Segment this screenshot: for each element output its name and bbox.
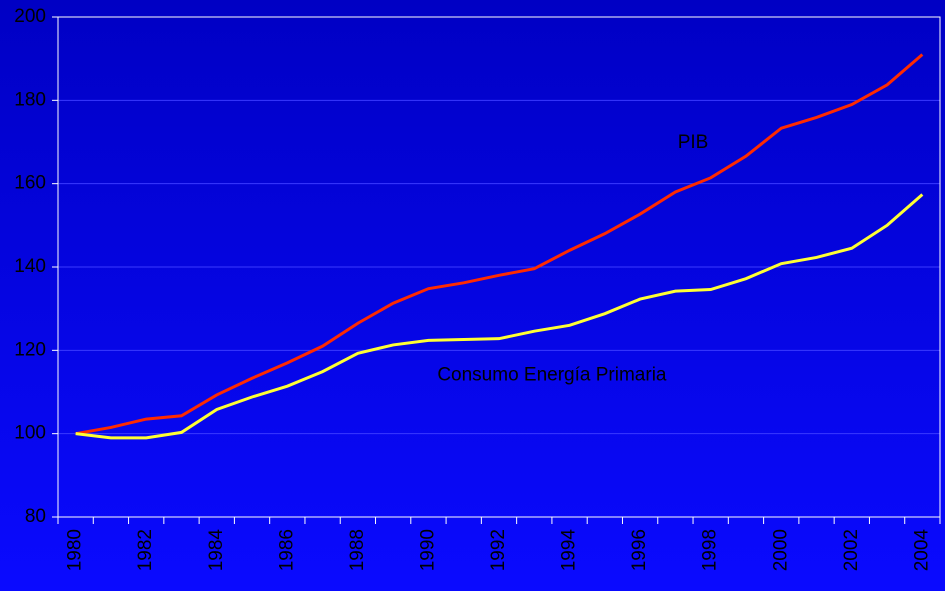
x-tick-label: 2002 xyxy=(841,529,862,571)
plot-frame xyxy=(57,16,941,518)
x-tick-label: 1992 xyxy=(488,529,509,571)
x-tick-label: 1998 xyxy=(700,529,721,571)
x-tick-label: 2000 xyxy=(770,529,791,571)
x-tick-label: 1984 xyxy=(206,529,227,572)
y-tick-label: 100 xyxy=(14,423,46,444)
y-tick-label: 200 xyxy=(14,6,46,27)
x-tick-label: 1982 xyxy=(135,529,156,571)
series-label: Consumo Energía Primaria xyxy=(437,364,667,385)
series-label: PIB xyxy=(678,132,709,153)
y-tick-label: 140 xyxy=(14,256,46,277)
x-tick-label: 1986 xyxy=(276,529,297,571)
line xyxy=(75,193,924,440)
x-tick-label: 1996 xyxy=(629,529,650,571)
y-tick-label: 180 xyxy=(14,89,46,110)
x-tick-label: 1990 xyxy=(417,529,438,571)
x-tick-label: 1988 xyxy=(347,529,368,571)
y-tick-label: 120 xyxy=(14,339,46,360)
x-tick-label: 2004 xyxy=(911,529,932,572)
x-tick-label: 1980 xyxy=(65,529,86,571)
line xyxy=(75,53,924,436)
y-tick-label: 160 xyxy=(14,173,46,194)
x-tick-label: 1994 xyxy=(559,529,580,572)
y-tick-label: 80 xyxy=(25,506,46,527)
